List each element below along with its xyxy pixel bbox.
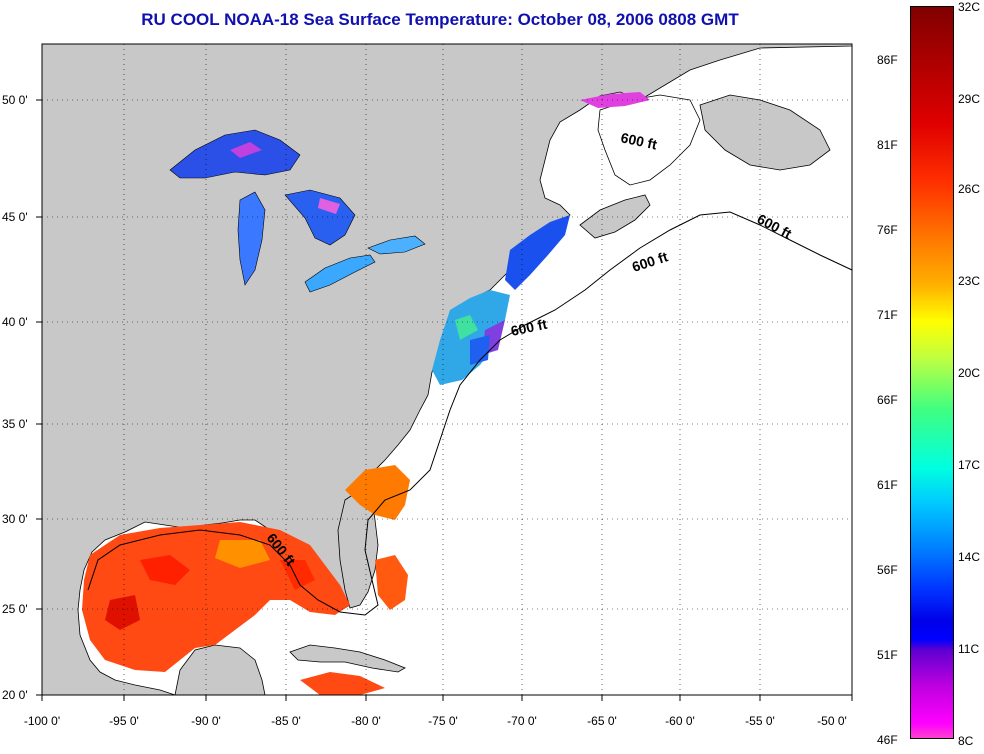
colorbar-f-label: 71F	[877, 308, 898, 322]
colorbar-c-label: 32C	[958, 0, 981, 14]
graticule	[42, 44, 852, 695]
lon-label: -75 0'	[428, 714, 458, 728]
lat-label: 20 0'	[2, 688, 28, 702]
lat-label: 50 0'	[2, 93, 28, 107]
temperature-colorbar	[910, 6, 954, 739]
colorbar-c-label: 20C	[958, 366, 981, 380]
lake-michigan	[237, 191, 266, 286]
lon-label: -100 0'	[24, 714, 60, 728]
lon-label: -90 0'	[191, 714, 221, 728]
sst-caribbean	[300, 672, 385, 695]
colorbar-c-label: 29C	[958, 92, 981, 106]
lat-label: 30 0'	[2, 512, 28, 526]
sst-swaths	[82, 92, 650, 695]
colorbar-c-label: 8C	[958, 734, 974, 748]
lake-erie	[304, 254, 376, 293]
gulf-st-lawrence	[597, 94, 701, 186]
colorbar-c-label: 23C	[958, 274, 981, 288]
lon-label: -60 0'	[665, 714, 695, 728]
isobath-label: 600 ft	[619, 129, 658, 152]
lake-ontario	[367, 235, 426, 255]
lon-label: -85 0'	[271, 714, 301, 728]
isobath-600ft	[87, 211, 853, 616]
great-lakes	[169, 129, 426, 293]
colorbar-f-label: 86F	[877, 53, 898, 67]
lon-label: -80 0'	[351, 714, 381, 728]
colorbar-c-label: 17C	[958, 458, 981, 472]
lon-label: -65 0'	[587, 714, 617, 728]
colorbar-f-label: 46F	[877, 733, 898, 747]
lon-label: -70 0'	[507, 714, 537, 728]
colorbar-f-label: 81F	[877, 138, 898, 152]
sst-florida-east	[375, 555, 408, 610]
lat-label: 45 0'	[2, 210, 28, 224]
lon-label: -95 0'	[109, 714, 139, 728]
map-frame	[41, 43, 853, 696]
map-title: RU COOL NOAA-18 Sea Surface Temperature:…	[141, 10, 739, 29]
land-cuba	[289, 644, 406, 673]
lat-label: 40 0'	[2, 315, 28, 329]
colorbar-f-label: 76F	[877, 223, 898, 237]
lat-label: 35 0'	[2, 417, 28, 431]
land-newfoundland	[699, 94, 831, 171]
lat-label: 25 0'	[2, 602, 28, 616]
sst-gulf-of-maine	[505, 215, 570, 290]
colorbar-c-label: 11C	[958, 642, 980, 656]
sst-gulf-stream	[345, 465, 410, 520]
lon-label: -55 0'	[745, 714, 775, 728]
lon-label: -50 0'	[817, 714, 847, 728]
colorbar-c-label: 14C	[958, 550, 981, 564]
tick-marks	[36, 99, 853, 701]
colorbar-f-label: 61F	[877, 478, 898, 492]
colorbar-f-label: 56F	[877, 563, 898, 577]
isobath-label: 600 ft	[509, 316, 548, 339]
land-yucatan	[174, 644, 266, 696]
colorbar-c-label: 26C	[958, 182, 981, 196]
colorbar-f-label: 51F	[877, 648, 898, 662]
colorbar-f-label: 66F	[877, 393, 898, 407]
land-nova-scotia	[579, 194, 651, 239]
sst-st-lawrence	[580, 92, 650, 108]
sst-mid-atlantic	[432, 290, 510, 385]
